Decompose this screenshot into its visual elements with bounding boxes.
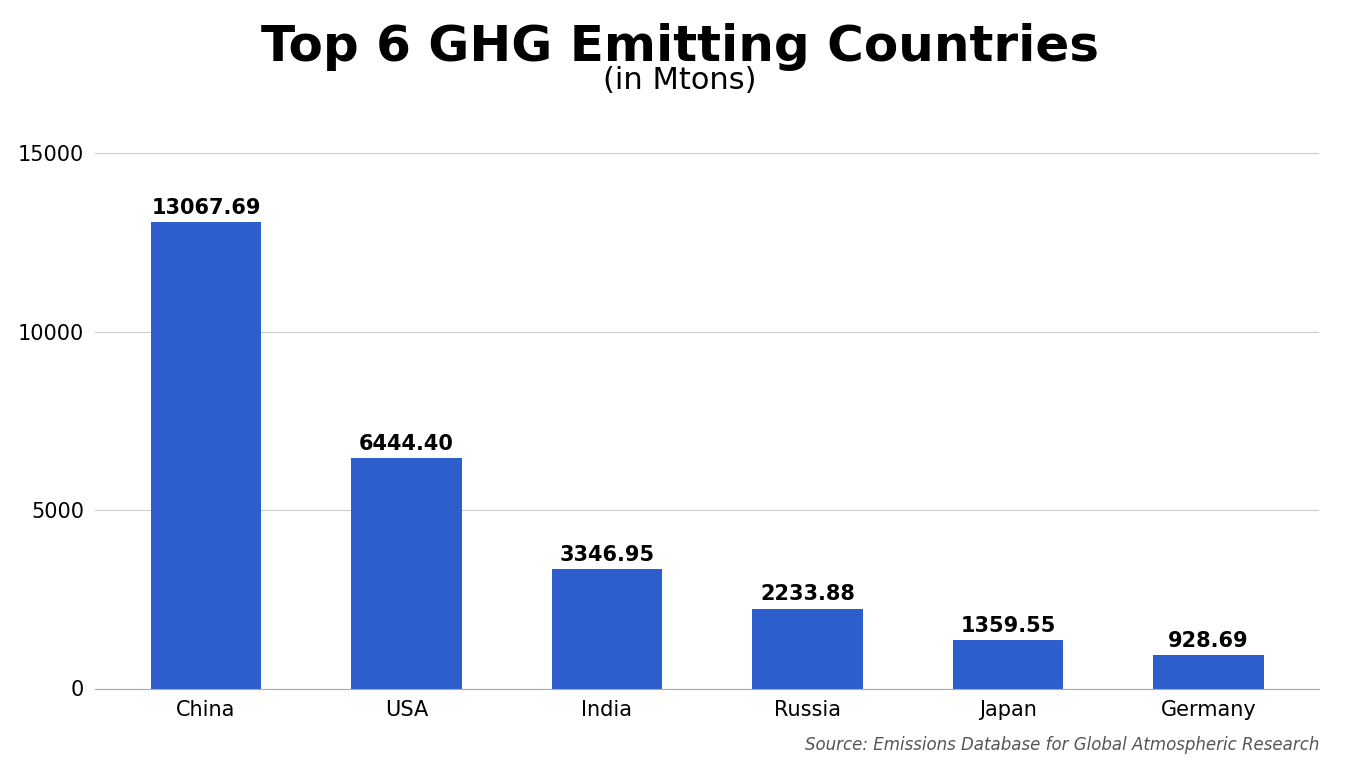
Text: 13067.69: 13067.69 — [151, 197, 261, 218]
Bar — [953, 640, 1064, 688]
Bar — [752, 609, 862, 688]
Text: 1359.55: 1359.55 — [960, 616, 1055, 636]
Bar — [1153, 656, 1263, 688]
Text: 3346.95: 3346.95 — [559, 545, 654, 565]
Text: 2233.88: 2233.88 — [760, 584, 855, 604]
Bar — [151, 222, 261, 689]
Bar — [552, 569, 662, 688]
Text: (in Mtons): (in Mtons) — [604, 66, 756, 95]
Text: Source: Emissions Database for Global Atmospheric Research: Source: Emissions Database for Global At… — [805, 735, 1319, 754]
Text: 928.69: 928.69 — [1168, 631, 1248, 651]
Bar — [351, 458, 461, 688]
Text: Top 6 GHG Emitting Countries: Top 6 GHG Emitting Countries — [261, 23, 1099, 71]
Text: 6444.40: 6444.40 — [359, 435, 454, 454]
